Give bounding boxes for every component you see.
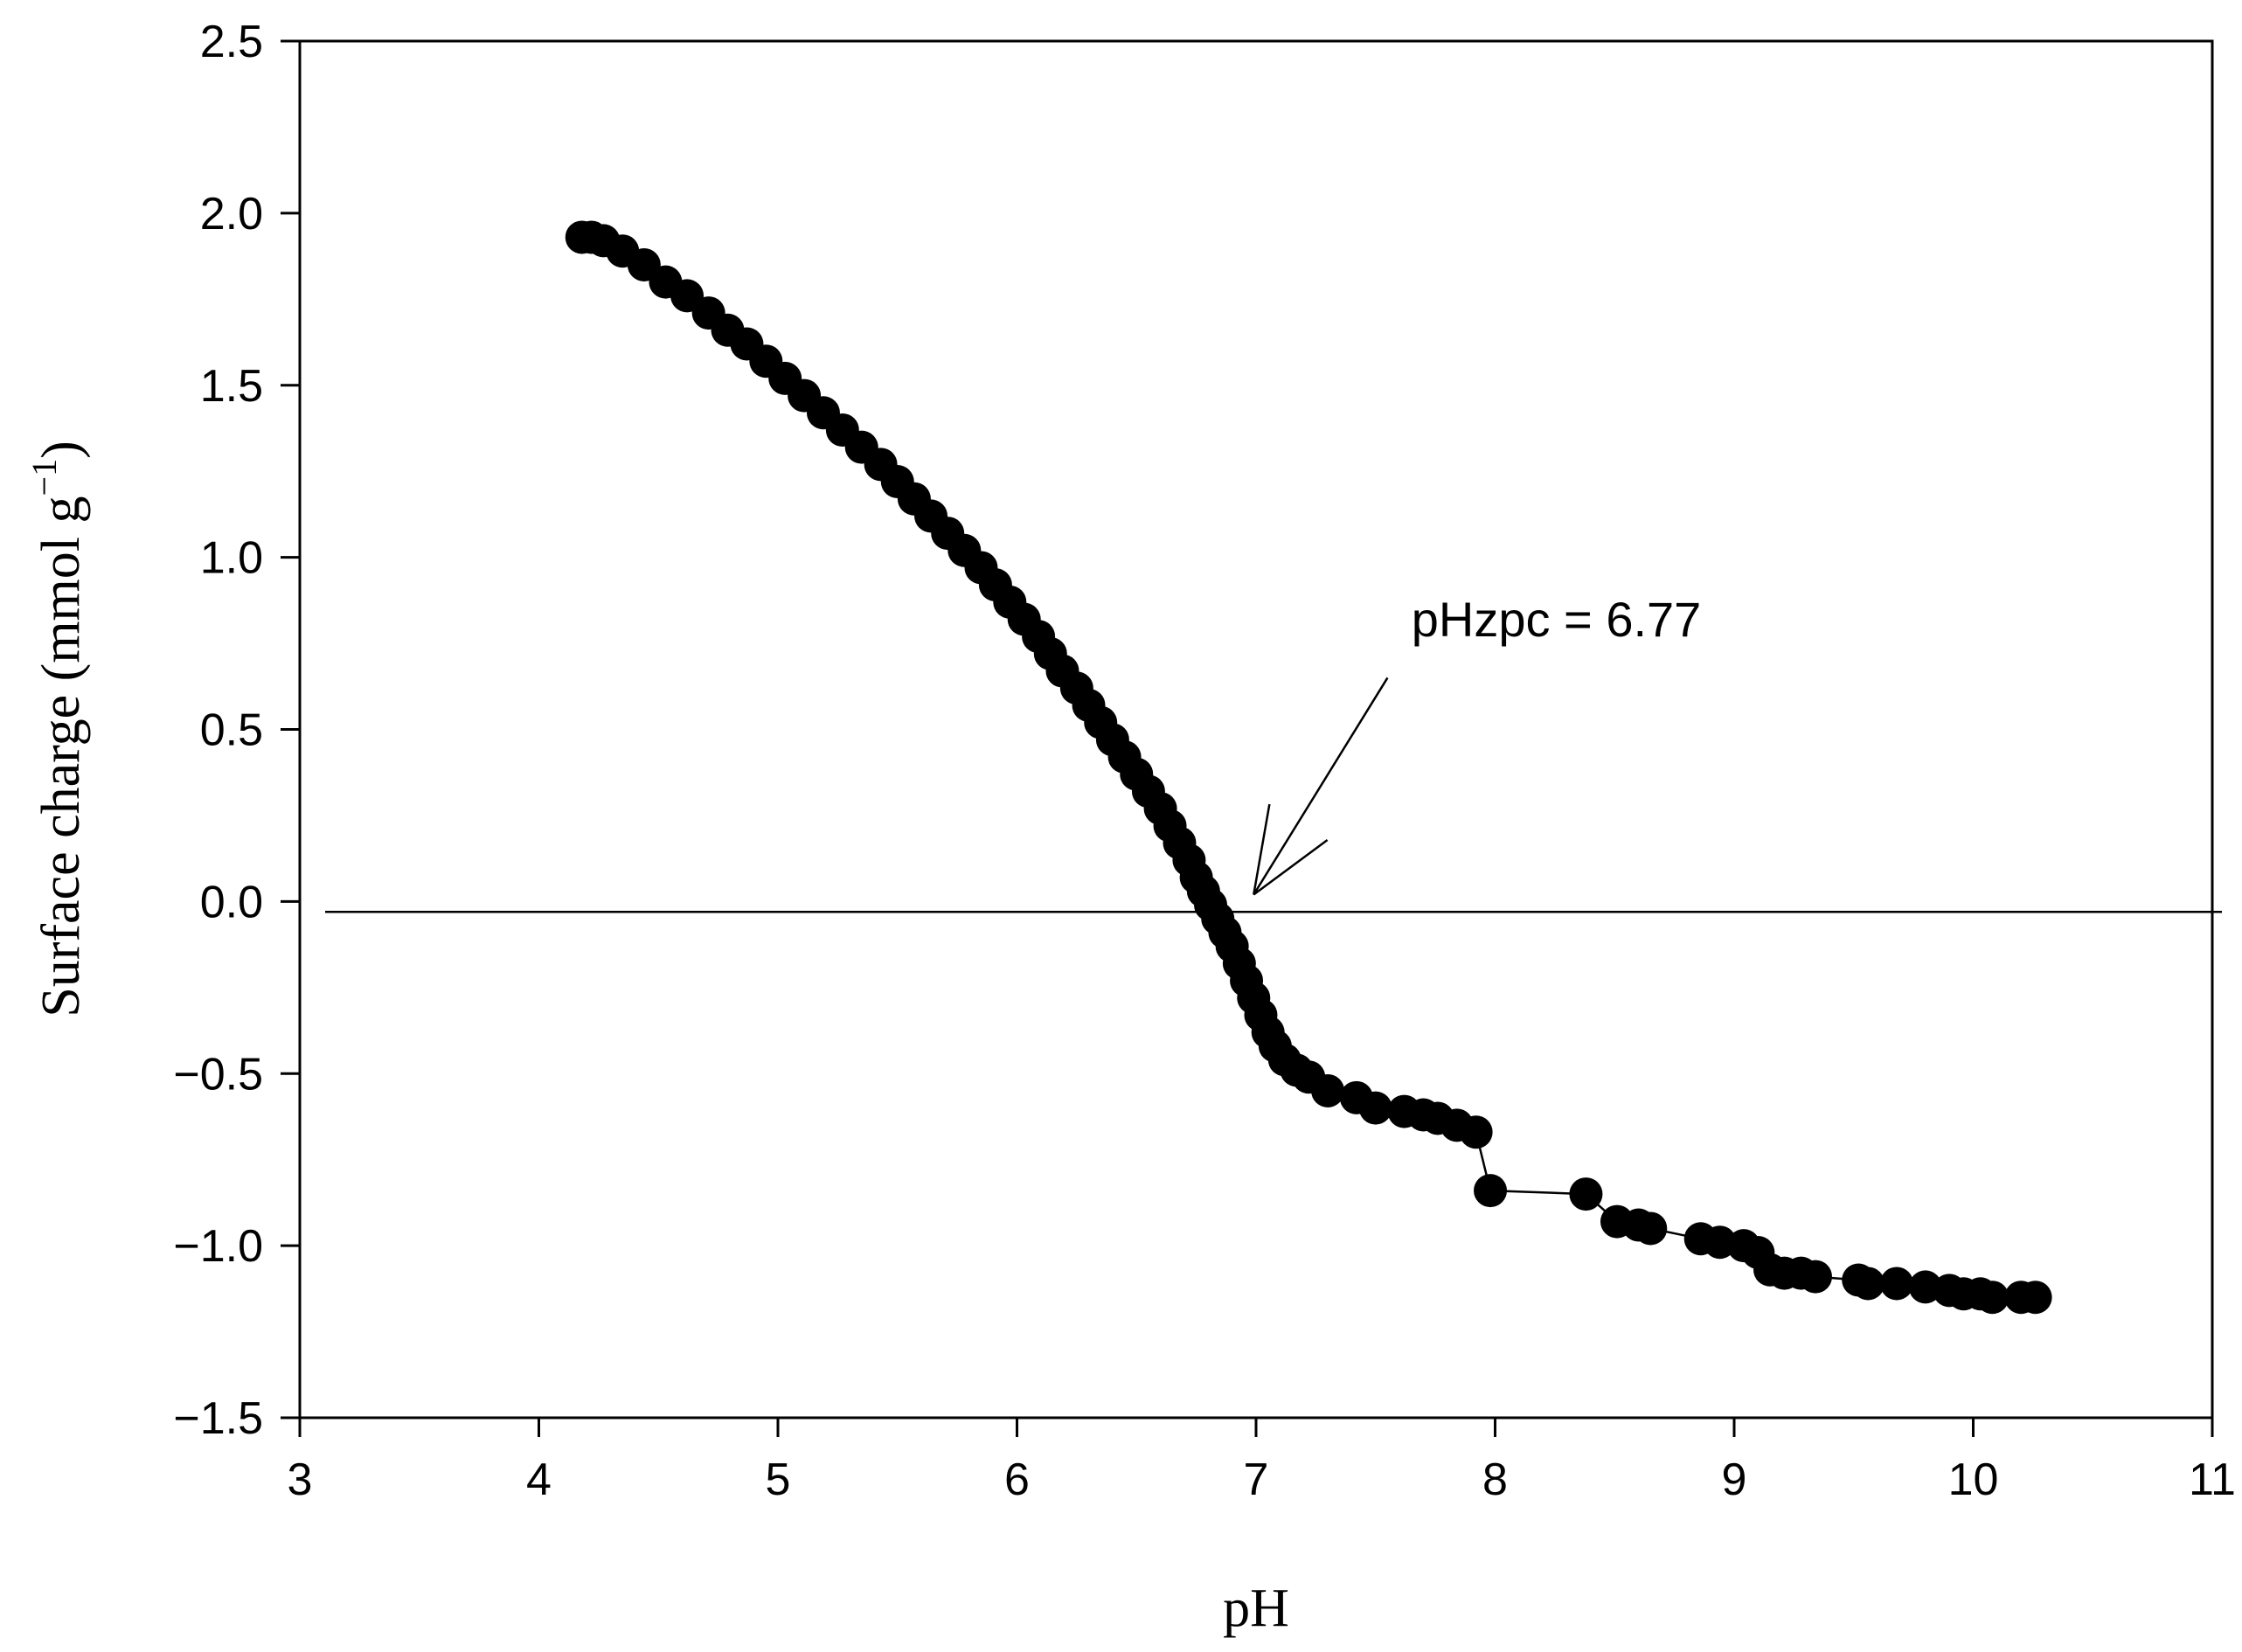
- x-tick-label: 8: [1482, 1454, 1508, 1505]
- x-tick-label: 6: [1004, 1454, 1030, 1505]
- y-tick-label: 1.5: [200, 361, 263, 412]
- data-point: [1798, 1260, 1832, 1294]
- y-tick-label: −1.5: [173, 1393, 263, 1444]
- x-tick-label: 5: [766, 1454, 791, 1505]
- y-axis-title-close: ): [31, 441, 91, 459]
- x-axis-title: pH: [1223, 1579, 1289, 1638]
- x-tick-label: 7: [1244, 1454, 1269, 1505]
- annotation-arrowhead: [1253, 838, 1329, 896]
- y-tick-label: 0.0: [200, 877, 263, 927]
- y-tick-label: 2.0: [200, 189, 263, 239]
- data-point: [2018, 1281, 2052, 1315]
- x-tick-label: 9: [1722, 1454, 1747, 1505]
- data-point: [1459, 1115, 1493, 1149]
- data-point: [1975, 1281, 2009, 1315]
- plot-area: [298, 39, 2214, 1419]
- data-point: [1851, 1267, 1885, 1301]
- y-tick-label: −1.0: [173, 1221, 263, 1272]
- data-point: [1311, 1073, 1345, 1107]
- y-tick-label: 0.5: [200, 705, 263, 756]
- data-point: [1569, 1177, 1603, 1211]
- x-tick-label: 3: [288, 1454, 313, 1505]
- annotation-label: pHzpc = 6.77: [1412, 592, 1702, 647]
- y-axis-title-main: Surface charge (mmol g: [31, 496, 91, 1017]
- y-axis-title-superscript: −1: [24, 459, 64, 496]
- y-tick-label: 2.5: [200, 17, 263, 67]
- data-point: [1358, 1091, 1392, 1125]
- data-point: [1634, 1211, 1668, 1246]
- x-tick-label: 11: [2189, 1454, 2236, 1505]
- data-point: [1474, 1174, 1508, 1208]
- y-tick-label: −0.5: [173, 1049, 263, 1100]
- data-point: [1879, 1267, 1913, 1301]
- x-tick-label: 10: [1948, 1454, 1999, 1505]
- annotation-arrowhead: [1253, 803, 1271, 895]
- y-tick-label: 1.0: [200, 533, 263, 584]
- x-tick-label: 4: [526, 1454, 552, 1505]
- y-axis-title: Surface charge (mmol g−1): [24, 441, 91, 1017]
- annotation-arrow: [1253, 677, 1389, 896]
